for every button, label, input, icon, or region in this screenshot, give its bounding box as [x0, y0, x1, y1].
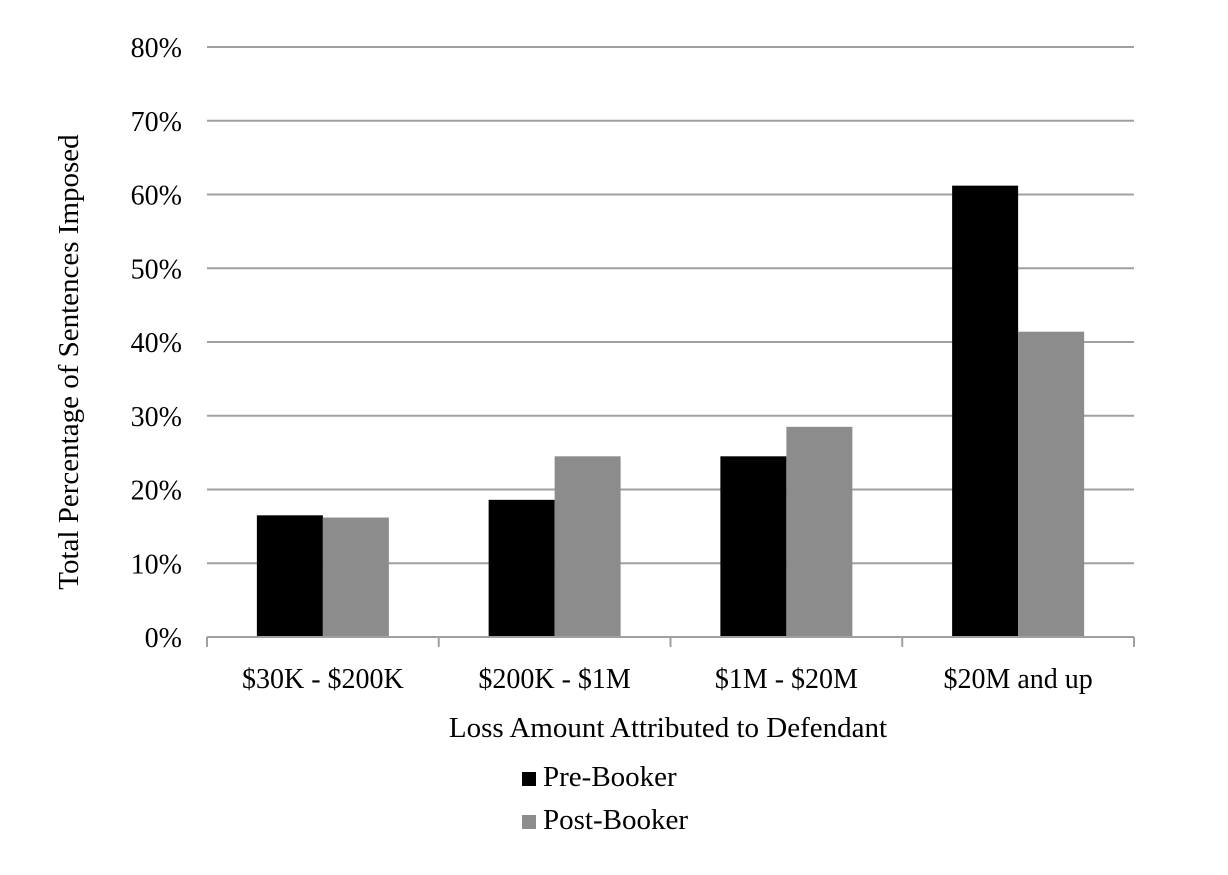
x-axis [206, 636, 1135, 647]
bar-pre-booker [256, 515, 323, 637]
y-tick-labels: 0% 10% 20% 30% 40% 50% 60% 70% 80% [131, 33, 182, 654]
bar-pre-booker [952, 185, 1019, 637]
legend: Pre-Booker Post-Booker [522, 761, 688, 836]
gridlines [207, 46, 1134, 565]
y-tick-label: 50% [131, 254, 182, 285]
y-tick-label: 70% [131, 107, 182, 138]
bars [256, 185, 1085, 637]
legend-label: Pre-Booker [543, 761, 677, 793]
x-tick-labels: $30K - $200K $200K - $1M $1M - $20M $20M an… [242, 664, 1093, 695]
bar-post-booker [554, 456, 621, 637]
legend-label: Post-Booker [543, 804, 688, 836]
legend-swatch [522, 815, 536, 829]
x-tick-label: $30K - $200K [242, 664, 404, 695]
x-tick-label: $1M - $20M [715, 664, 858, 695]
y-tick-label: 0% [145, 623, 182, 654]
x-axis-title: Loss Amount Attributed to Defendant [449, 712, 887, 744]
y-tick-label: 80% [131, 33, 182, 64]
y-axis-title: Total Percentage of Sentences Imposed [53, 134, 85, 590]
x-tick-label: $20M and up [943, 664, 1092, 695]
y-tick-label: 40% [131, 328, 182, 359]
y-tick-label: 60% [131, 181, 182, 212]
bar-post-booker [322, 517, 389, 637]
y-tick-label: 10% [131, 549, 182, 580]
bar-pre-booker [488, 499, 555, 637]
bar-pre-booker [720, 456, 787, 637]
legend-swatch [522, 772, 536, 786]
y-tick-label: 20% [131, 476, 182, 507]
bar-post-booker [786, 426, 853, 637]
bar-post-booker [1018, 331, 1085, 637]
x-tick-label: $200K - $1M [478, 664, 631, 695]
y-tick-label: 30% [131, 402, 182, 433]
